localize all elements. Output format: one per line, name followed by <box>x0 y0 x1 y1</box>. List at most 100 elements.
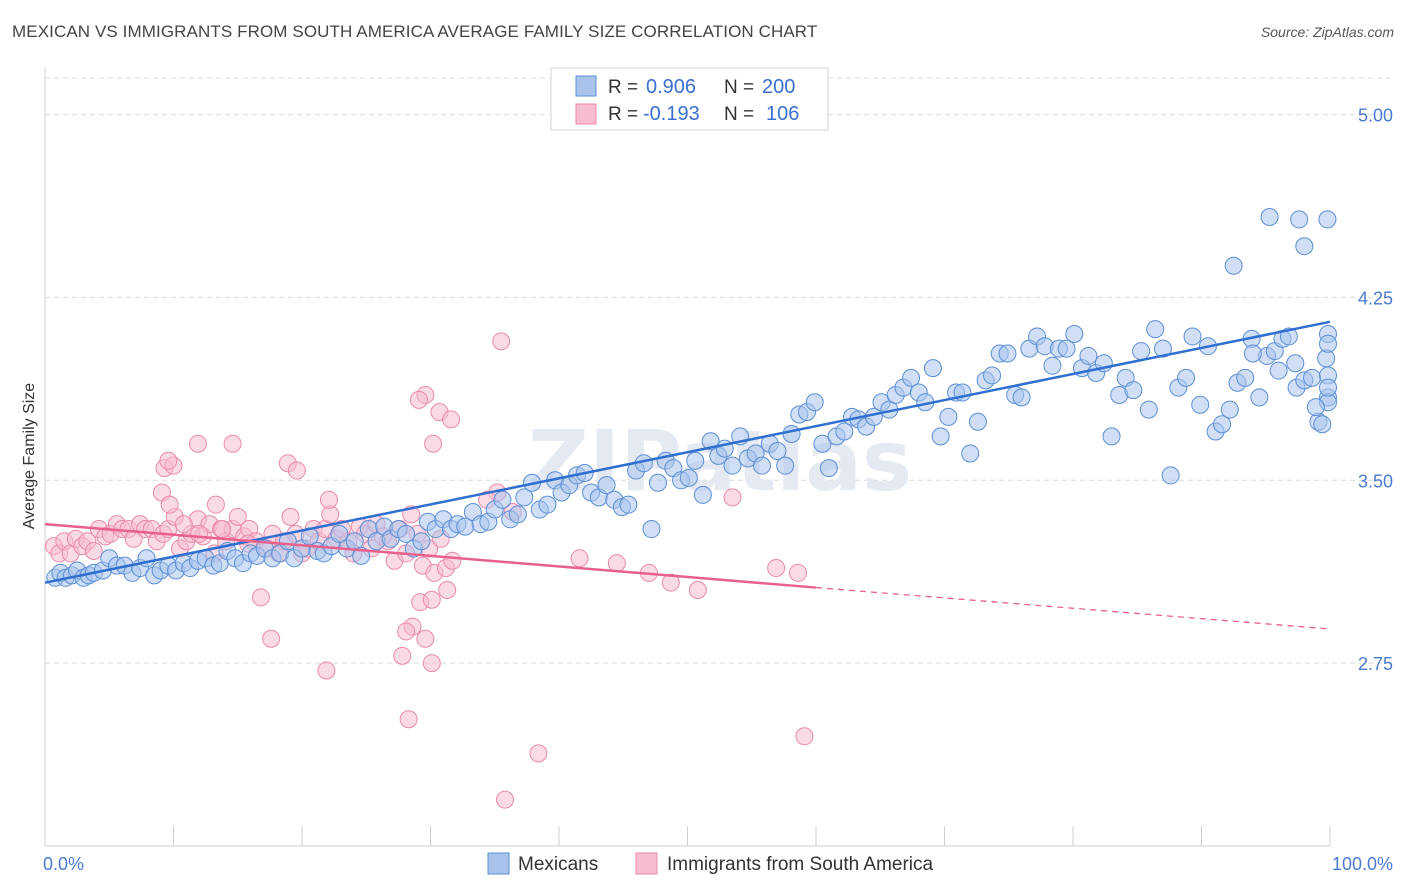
data-point-immigrants <box>570 549 589 568</box>
data-point-immigrants <box>438 581 457 599</box>
data-point-immigrants <box>688 581 707 599</box>
data-point-mexicans <box>1139 400 1158 419</box>
data-point-mexicans <box>642 520 661 539</box>
data-point-immigrants <box>399 710 418 729</box>
data-point-immigrants <box>223 434 242 453</box>
data-point-mexicans <box>723 456 742 475</box>
data-point-mexicans <box>693 485 712 504</box>
x-tick-label: 100.0% <box>1332 854 1393 874</box>
data-point-mexicans <box>931 427 950 446</box>
data-point-immigrants <box>492 332 511 351</box>
data-point-mexicans <box>397 524 416 543</box>
data-point-immigrants <box>262 629 281 648</box>
data-point-mexicans <box>1213 415 1232 434</box>
y-tick-label: 2.75 <box>1358 654 1393 674</box>
data-point-immigrants <box>228 507 247 526</box>
data-point-immigrants <box>416 629 435 648</box>
data-point-immigrants <box>174 515 193 534</box>
data-point-immigrants <box>529 744 548 763</box>
data-point-immigrants <box>317 661 336 680</box>
data-point-immigrants <box>393 646 412 665</box>
data-point-immigrants <box>496 790 515 809</box>
legend-n-value-2: 106 <box>766 103 799 125</box>
data-point-mexicans <box>1243 344 1262 363</box>
legend-r-label-1: R = <box>608 77 638 98</box>
data-point-immigrants <box>442 410 461 429</box>
data-point-mexicans <box>1065 325 1084 343</box>
legend-n-value-1: 200 <box>762 76 795 98</box>
data-point-mexicans <box>902 368 921 387</box>
legend-swatch-immigrants <box>575 103 597 125</box>
data-point-mexicans <box>1191 395 1210 414</box>
data-point-immigrants <box>767 559 786 578</box>
data-point-mexicans <box>1012 388 1031 407</box>
legend-n-label-2: N = <box>724 104 754 125</box>
y-tick-label: 3.50 <box>1358 471 1393 491</box>
data-point-immigrants <box>424 434 443 453</box>
data-point-mexicans <box>1295 237 1314 256</box>
data-point-mexicans <box>835 422 854 441</box>
data-point-mexicans <box>1079 346 1098 365</box>
trend-line-mexicans <box>44 320 1331 584</box>
data-point-mexicans <box>805 393 824 412</box>
stats-legend: R = 0.906 N = 200 R = -0.193 N = 106 <box>550 67 829 131</box>
data-point-mexicans <box>1250 388 1269 407</box>
y-tick-label: 5.00 <box>1358 106 1393 126</box>
data-point-immigrants <box>84 541 103 560</box>
data-point-mexicans <box>508 505 527 524</box>
data-point-immigrants <box>607 554 626 573</box>
data-point-mexicans <box>939 407 958 426</box>
data-point-mexicans <box>1057 339 1076 358</box>
bottom-legend-immigrants: Immigrants from South America <box>667 854 934 875</box>
data-point-immigrants <box>422 654 441 673</box>
data-point-mexicans <box>1313 415 1332 434</box>
data-point-mexicans <box>983 366 1002 385</box>
y-axis-title: Average Family Size <box>21 383 38 530</box>
data-point-immigrants <box>397 622 416 641</box>
data-point-mexicans <box>1177 368 1196 387</box>
data-point-mexicans <box>1236 368 1255 387</box>
data-point-mexicans <box>538 495 557 514</box>
data-point-immigrants <box>287 461 306 480</box>
data-point-mexicans <box>819 459 838 478</box>
data-point-mexicans <box>1146 320 1165 339</box>
data-point-mexicans <box>1290 210 1309 229</box>
data-point-mexicans <box>1132 342 1151 361</box>
bottom-legend-swatch-mexicans <box>487 852 510 875</box>
data-point-mexicans <box>330 524 349 543</box>
data-point-mexicans <box>1220 400 1239 419</box>
data-point-immigrants <box>723 488 742 507</box>
data-point-immigrants <box>251 588 270 607</box>
data-point-mexicans <box>1260 207 1279 226</box>
data-point-mexicans <box>961 444 980 463</box>
axes <box>44 68 1331 847</box>
data-point-mexicans <box>597 476 616 495</box>
data-point-immigrants <box>789 563 808 582</box>
trend-lines <box>44 320 1331 630</box>
source-label: Source: ZipAtlas.com <box>1260 24 1394 40</box>
data-point-immigrants <box>206 495 225 514</box>
data-point-immigrants <box>422 590 441 609</box>
data-point-mexicans <box>768 442 787 461</box>
data-point-immigrants <box>661 573 680 592</box>
data-point-mexicans <box>1124 381 1143 400</box>
x-tick-label: 0.0% <box>43 854 84 874</box>
legend-r-label-2: R = <box>608 104 638 125</box>
y-tick-label: 4.25 <box>1358 288 1393 308</box>
data-point-immigrants <box>281 507 300 526</box>
data-point-mexicans <box>1153 339 1172 358</box>
bottom-legend-mexicans: Mexicans <box>518 854 598 875</box>
series-legend: Mexicans Immigrants from South America <box>487 852 934 875</box>
data-point-mexicans <box>1269 361 1288 380</box>
data-point-mexicans <box>1318 210 1337 229</box>
data-point-mexicans <box>968 412 987 431</box>
data-point-immigrants <box>190 524 209 543</box>
trend-line-immigrants-dashed <box>815 586 1331 630</box>
data-point-mexicans <box>1183 327 1202 346</box>
data-point-mexicans <box>648 473 667 492</box>
data-point-immigrants <box>443 551 462 570</box>
data-point-immigrants <box>213 520 232 539</box>
data-point-immigrants <box>319 490 338 509</box>
data-point-mexicans <box>1224 256 1243 275</box>
